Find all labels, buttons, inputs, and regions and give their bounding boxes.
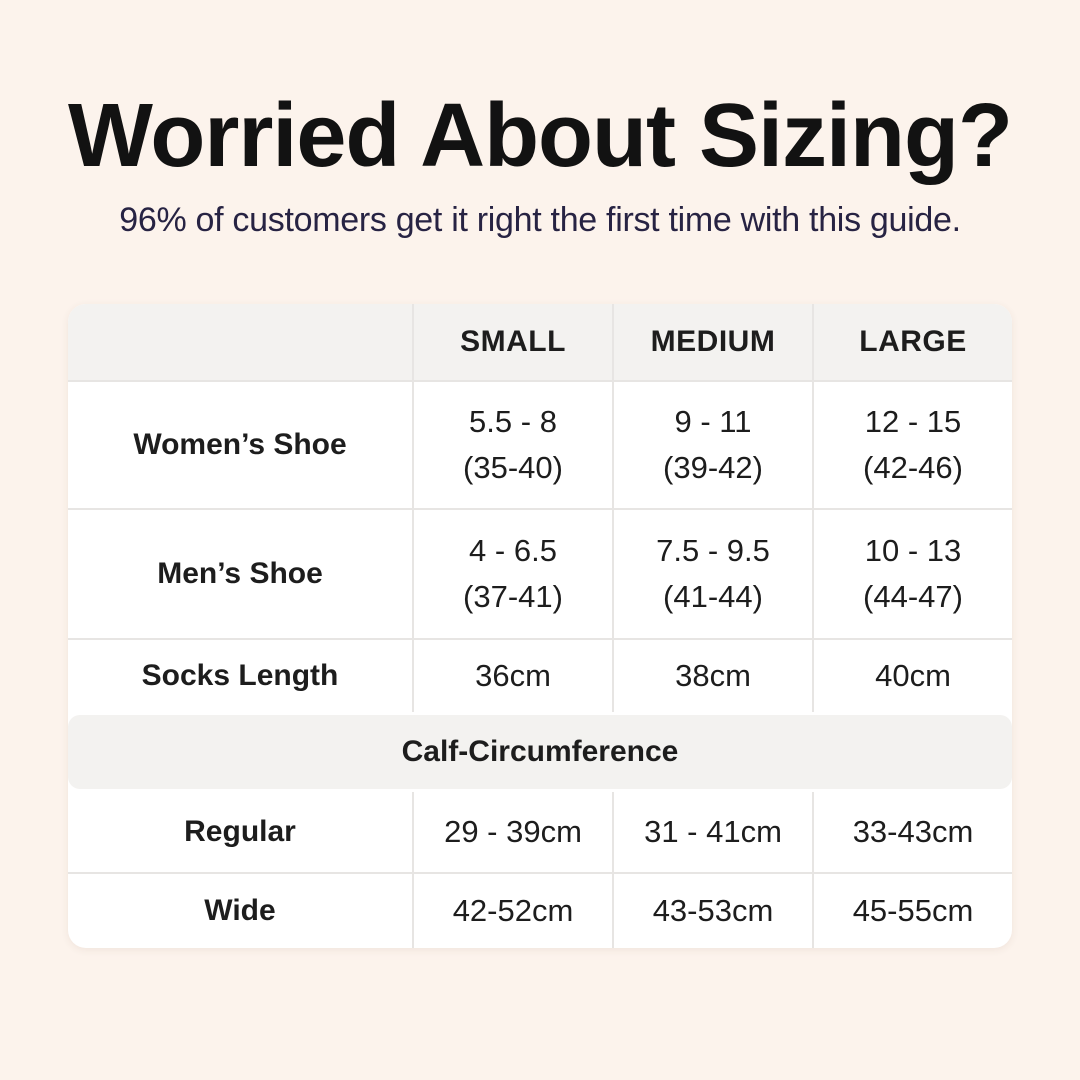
cell-value-line1: 45-55cm — [852, 893, 974, 929]
table-cell: 43-53cm — [612, 874, 812, 949]
table-cell: 29 - 39cm — [412, 792, 612, 873]
table-cell: 9 - 11 (39-42) — [612, 382, 812, 509]
table-cell: 10 - 13 (44-47) — [812, 510, 1012, 639]
table-row-mens-shoe: Men’s Shoe 4 - 6.5 (37-41) 7.5 - 9.5 (41… — [68, 508, 1012, 639]
table-cell: 5.5 - 8 (35-40) — [412, 382, 612, 509]
cell-value-line2: (41-44) — [663, 579, 763, 615]
size-table: SMALL MEDIUM LARGE Women’s Shoe 5.5 - 8 … — [68, 304, 1012, 949]
column-header-small: SMALL — [412, 304, 612, 381]
cell-value-line1: 36cm — [475, 658, 551, 694]
page-title: Worried About Sizing? — [68, 86, 1013, 186]
table-cell: 4 - 6.5 (37-41) — [412, 510, 612, 639]
row-label: Wide — [204, 894, 276, 928]
cell-value-line1: 5.5 - 8 — [469, 404, 557, 440]
cell-value-line1: 31 - 41cm — [644, 814, 782, 850]
table-cell: 45-55cm — [812, 874, 1012, 949]
table-header-row: SMALL MEDIUM LARGE — [68, 304, 1012, 381]
page-subtitle: 96% of customers get it right the first … — [119, 201, 961, 240]
cell-value-line1: 10 - 13 — [864, 533, 962, 569]
cell-value-line1: 12 - 15 — [864, 404, 962, 440]
table-cell: 40cm — [812, 640, 1012, 713]
cell-value-line1: 38cm — [675, 658, 751, 694]
cell-value-line1: 42-52cm — [452, 893, 574, 929]
row-label: Men’s Shoe — [157, 557, 323, 591]
table-cell: 36cm — [412, 640, 612, 713]
corner-cell — [68, 304, 412, 380]
cell-value-line2: (44-47) — [863, 579, 963, 615]
cell-value-line1: 33-43cm — [852, 814, 974, 850]
table-row-regular: Regular 29 - 39cm 31 - 41cm 33-43cm — [68, 792, 1012, 873]
row-label: Regular — [184, 815, 296, 849]
cell-value-line2: (37-41) — [463, 579, 563, 615]
table-cell: 42-52cm — [412, 874, 612, 949]
table-row-womens-shoe: Women’s Shoe 5.5 - 8 (35-40) 9 - 11 (39-… — [68, 380, 1012, 509]
cell-value-line1: 40cm — [875, 658, 951, 694]
row-label: Socks Length — [141, 659, 339, 693]
table-cell: 31 - 41cm — [612, 792, 812, 873]
column-header-large: LARGE — [812, 304, 1012, 381]
table-cell: 7.5 - 9.5 (41-44) — [612, 510, 812, 639]
table-cell: 38cm — [612, 640, 812, 713]
cell-value-line1: 9 - 11 — [674, 404, 752, 440]
cell-value-line2: (39-42) — [663, 450, 763, 486]
table-row-socks-length: Socks Length 36cm 38cm 40cm — [68, 638, 1012, 713]
table-row-wide: Wide 42-52cm 43-53cm 45-55cm — [68, 872, 1012, 949]
cell-value-line1: 4 - 6.5 — [469, 533, 557, 569]
cell-value-line1: 7.5 - 9.5 — [656, 533, 770, 569]
cell-value-line1: 43-53cm — [652, 893, 774, 929]
cell-value-line2: (35-40) — [463, 450, 563, 486]
table-cell: 33-43cm — [812, 792, 1012, 873]
cell-value-line1: 29 - 39cm — [444, 814, 582, 850]
column-header-medium: MEDIUM — [612, 304, 812, 381]
cell-value-line2: (42-46) — [863, 450, 963, 486]
row-label: Women’s Shoe — [133, 428, 347, 462]
table-cell: 12 - 15 (42-46) — [812, 382, 1012, 509]
calf-circumference-section-header: Calf-Circumference — [68, 715, 1012, 790]
